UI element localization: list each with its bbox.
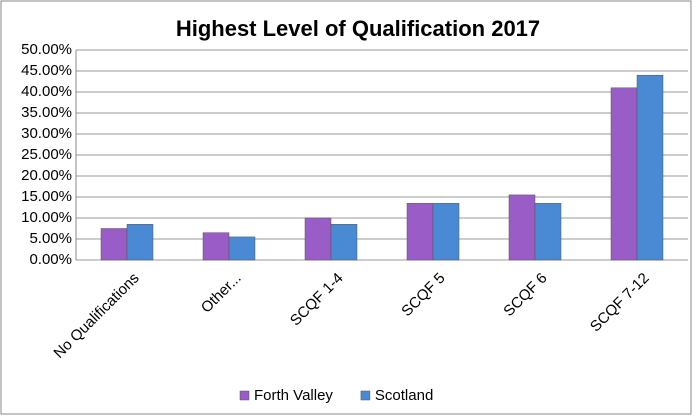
bar (304, 217, 332, 261)
bar (432, 203, 460, 261)
legend-swatch (239, 390, 250, 401)
bar (228, 236, 256, 261)
y-tick-label: 0.00% (29, 251, 72, 268)
bar (508, 194, 536, 261)
legend-label: Forth Valley (254, 387, 333, 404)
y-tick-label: 15.00% (21, 188, 72, 205)
y-tick-label: 35.00% (21, 104, 72, 121)
bar (100, 228, 128, 261)
y-tick-label: 40.00% (21, 83, 72, 100)
bar (202, 232, 230, 261)
chart-title: Highest Level of Qualification 2017 (176, 16, 540, 41)
y-tick-label: 45.00% (21, 62, 72, 79)
y-tick-label: 50.00% (21, 41, 72, 58)
bar (126, 224, 154, 261)
bar (534, 203, 562, 261)
legend-swatch (360, 390, 371, 401)
y-tick-label: 10.00% (21, 209, 72, 226)
legend-label: Scotland (375, 387, 433, 404)
bar (406, 203, 434, 261)
y-tick-label: 20.00% (21, 167, 72, 184)
bar (610, 87, 638, 261)
y-tick-label: 30.00% (21, 125, 72, 142)
bar (330, 224, 358, 261)
y-tick-label: 5.00% (29, 230, 72, 247)
bar (636, 74, 664, 261)
y-tick-label: 25.00% (21, 146, 72, 163)
